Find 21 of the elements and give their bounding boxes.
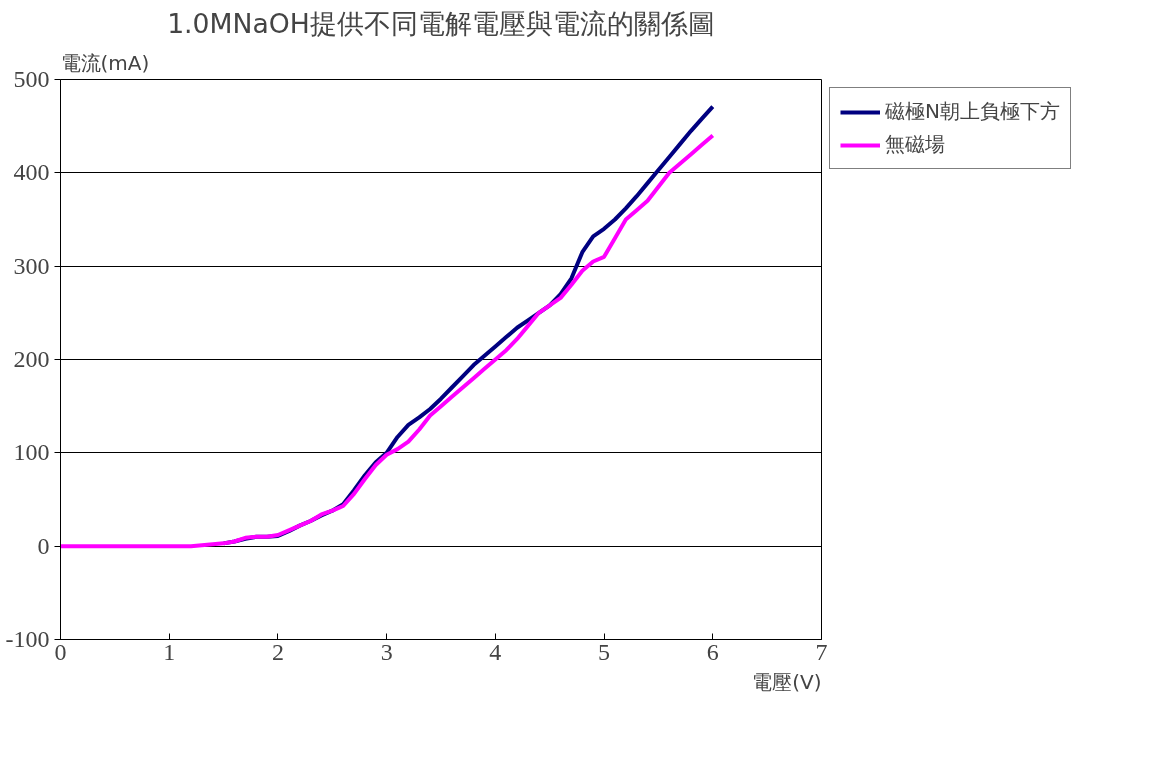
- y-tick-label: -100: [5, 626, 50, 652]
- y-tick-label: 300: [13, 252, 50, 279]
- x-tick-label: 4: [489, 638, 502, 665]
- legend-label: 磁極N朝上負極下方: [885, 98, 1060, 125]
- y-tick-label: 100: [13, 439, 50, 466]
- x-tick-label: 2: [271, 638, 284, 665]
- chart-title: 1.0MNaOH提供不同電解電壓與電流的關係圖: [167, 7, 715, 39]
- y-tick-label: 500: [13, 66, 50, 92]
- line-series: [60, 133, 715, 549]
- y-tick-label: 200: [13, 346, 50, 372]
- y-axis-title: 電流(mA): [60, 50, 150, 75]
- x-tick-label: 5: [598, 638, 611, 665]
- x-tick-label: 3: [380, 638, 393, 665]
- x-tick-label: 0: [54, 638, 67, 665]
- legend-label: 無磁場: [885, 131, 945, 158]
- x-tick-label: 6: [706, 638, 719, 665]
- y-tick-label: 0: [37, 532, 50, 559]
- x-axis-title: 電壓(V): [752, 669, 822, 694]
- x-tick-label: 7: [815, 638, 828, 665]
- x-tick-label: 1: [163, 638, 176, 665]
- y-tick-label: 400: [13, 159, 50, 186]
